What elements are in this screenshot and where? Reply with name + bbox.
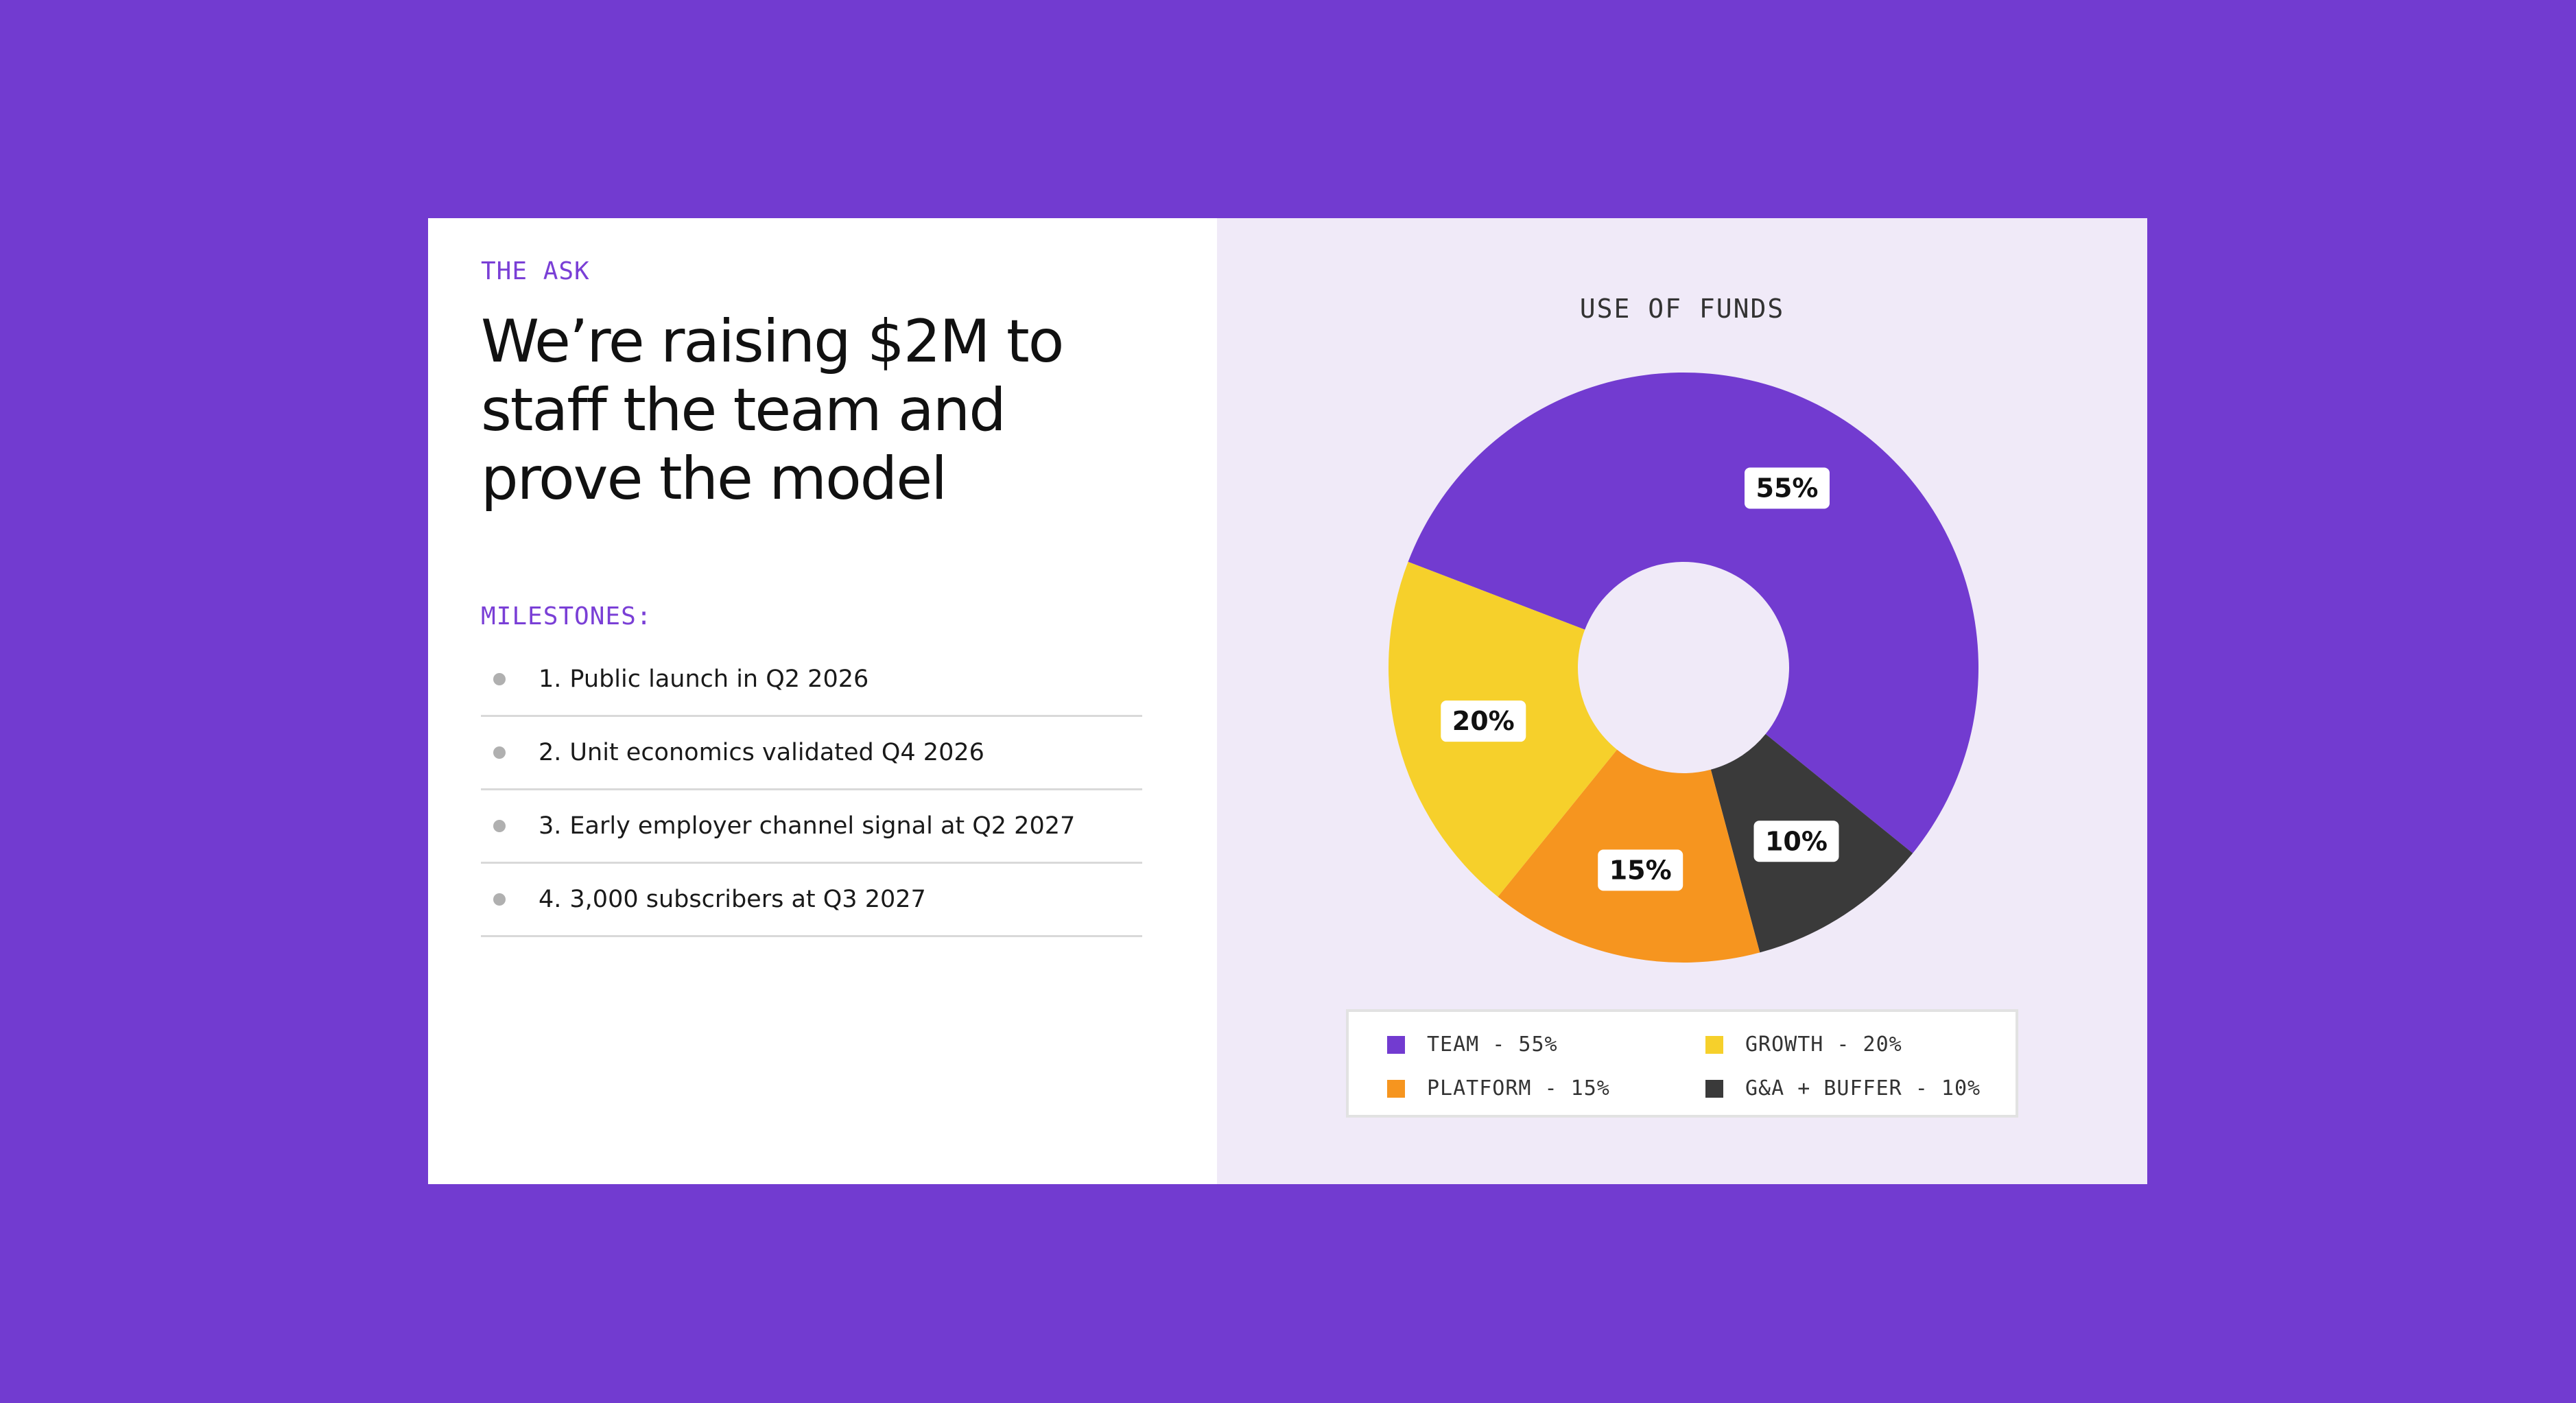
slice-label-box xyxy=(1753,821,1839,862)
donut-chart: 55% 10% 15% 20% xyxy=(1389,372,1978,963)
legend-swatch xyxy=(1387,1035,1405,1054)
chart-legend: TEAM - 55% GROWTH - 20% PLATFORM - 15% G… xyxy=(1346,1009,2018,1118)
ask-panel: THE ASK We’re raising $2M to staff the t… xyxy=(428,218,1217,1184)
legend-swatch xyxy=(1705,1035,1723,1054)
legend-label: GROWTH - 20% xyxy=(1745,1033,1902,1057)
legend-item-team: TEAM - 55% xyxy=(1387,1033,1558,1057)
milestones-title: MILESTONES: xyxy=(481,602,652,630)
milestones-list: 1. Public launch in Q2 2026 2. Unit econ… xyxy=(481,644,1142,937)
slice-label-box xyxy=(1745,467,1830,509)
legend-label: G&A + BUFFER - 10% xyxy=(1745,1076,1981,1100)
milestone-item: 2. Unit economics validated Q4 2026 xyxy=(481,717,1142,790)
slide: THE ASK We’re raising $2M to staff the t… xyxy=(428,218,2147,1184)
eyebrow-label: THE ASK xyxy=(481,257,590,285)
legend-item-ga-buffer: G&A + BUFFER - 10% xyxy=(1705,1076,1981,1100)
milestone-number: 2. xyxy=(539,739,562,766)
legend-label: PLATFORM - 15% xyxy=(1427,1076,1610,1100)
chart-panel: USE OF FUNDS 55% 10% 15% 20% TEAM - 55% GRO… xyxy=(1217,218,2147,1184)
chart-title: USE OF FUNDS xyxy=(1579,294,1785,324)
milestone-text: 3,000 subscribers at Q3 2027 xyxy=(569,886,926,913)
headline: We’re raising $2M to staff the team and … xyxy=(481,307,1064,513)
milestone-item: 1. Public launch in Q2 2026 xyxy=(481,644,1142,717)
legend-label: TEAM - 55% xyxy=(1427,1033,1558,1057)
slice-label-box xyxy=(1598,849,1683,891)
milestone-number: 3. xyxy=(539,812,562,840)
slice-label: 55% xyxy=(1745,467,1830,509)
milestone-number: 4. xyxy=(539,886,562,913)
milestone-number: 1. xyxy=(539,665,562,693)
slice-label-box xyxy=(1441,700,1526,742)
slice-label-text: 55% xyxy=(1756,473,1819,503)
milestone-item: 3. Early employer channel signal at Q2 2… xyxy=(481,790,1142,864)
milestone-text: Early employer channel signal at Q2 2027 xyxy=(569,812,1076,840)
legend-swatch xyxy=(1387,1079,1405,1098)
milestone-text: Unit economics validated Q4 2026 xyxy=(569,739,984,766)
bullet-dot-icon xyxy=(493,893,506,906)
slice-label-text: 10% xyxy=(1765,826,1828,856)
milestone-item: 4. 3,000 subscribers at Q3 2027 xyxy=(481,864,1142,937)
slice-label: 15% xyxy=(1598,849,1683,891)
bullet-dot-icon xyxy=(493,746,506,759)
bullet-dot-icon xyxy=(493,673,506,685)
legend-swatch xyxy=(1705,1079,1723,1098)
legend-item-platform: PLATFORM - 15% xyxy=(1387,1076,1610,1100)
slice-label: 20% xyxy=(1441,700,1526,742)
donut-slice-team xyxy=(1408,372,1978,853)
slice-label: 10% xyxy=(1753,821,1839,862)
milestone-text: Public launch in Q2 2026 xyxy=(569,665,869,693)
slice-label-text: 20% xyxy=(1452,706,1515,736)
legend-item-growth: GROWTH - 20% xyxy=(1705,1033,1902,1057)
slice-label-text: 15% xyxy=(1609,855,1672,885)
bullet-dot-icon xyxy=(493,820,506,832)
